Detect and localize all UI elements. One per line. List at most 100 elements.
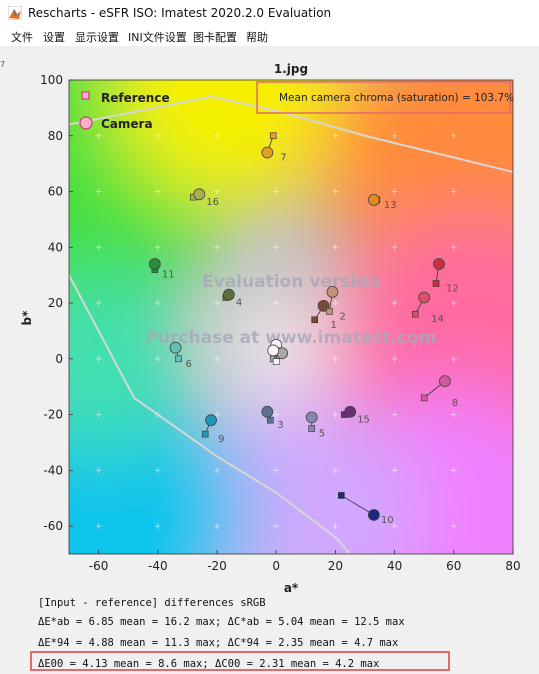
axis-ticks: -60 -40 -20 0 20 40 60 80 -60 -40 -20 0 20 40 60 80 100 xyxy=(40,73,521,573)
x-tick-label: -60 xyxy=(89,559,109,573)
legend-camera-label: Camera xyxy=(101,117,153,131)
patch-label: 9 xyxy=(218,434,224,445)
legend-reference-label: Reference xyxy=(101,91,170,105)
patch-point: 2 xyxy=(326,286,346,322)
camera-marker xyxy=(222,288,235,301)
patch-point xyxy=(267,344,280,365)
menu-help[interactable]: 帮助 xyxy=(246,31,268,44)
patch-point: 3 xyxy=(261,405,284,431)
grid-cross xyxy=(273,467,280,474)
patch-point: 15 xyxy=(340,405,370,426)
camera-marker xyxy=(439,375,451,388)
grid-cross xyxy=(450,300,457,307)
annotation-box xyxy=(256,81,511,114)
y-tick-label: -20 xyxy=(43,408,63,422)
camera-marker xyxy=(205,414,217,427)
patch-label: 5 xyxy=(319,429,325,440)
grid-cross xyxy=(391,467,398,474)
y-tick-label: -60 xyxy=(43,519,63,533)
grid-cross xyxy=(214,411,220,418)
grid-cross xyxy=(214,355,220,362)
reference-marker xyxy=(175,355,182,363)
reference-marker xyxy=(308,425,316,432)
patch-label: 7 xyxy=(280,152,286,163)
side-mark: 7 xyxy=(0,60,6,69)
patch-label: 11 xyxy=(162,270,175,281)
grid-cross xyxy=(95,467,102,474)
grid-cross xyxy=(95,244,102,251)
patch-label: 12 xyxy=(446,284,459,295)
ab-chart: Evaluation version Purchase at www.imate… xyxy=(20,62,521,595)
color-gradient-background xyxy=(69,80,513,554)
reference-marker xyxy=(420,394,428,402)
chroma-annotation: Mean camera chroma (saturation) = 103.7% xyxy=(279,92,514,104)
patch-label: 15 xyxy=(357,415,370,426)
patch-point: 12 xyxy=(432,258,459,295)
grid-cross xyxy=(450,244,457,251)
patch-label: 13 xyxy=(384,200,397,211)
x-tick-label: -40 xyxy=(148,559,168,573)
patch-connector xyxy=(341,495,375,516)
stats-header: [Input - reference] differences sRGB xyxy=(38,597,266,609)
legend-camera-marker xyxy=(79,116,93,130)
patch-point: 13 xyxy=(367,193,397,211)
menu-chart-config[interactable]: 图卡配置 xyxy=(193,31,237,44)
y-tick-label: 100 xyxy=(40,73,63,87)
grid-cross xyxy=(95,300,102,307)
grid-cross xyxy=(273,188,280,195)
gamut-boundary xyxy=(69,95,513,554)
camera-marker xyxy=(344,405,357,418)
y-axis-label: b* xyxy=(20,310,34,326)
grid-cross xyxy=(95,523,102,530)
y-tick-label: 20 xyxy=(48,296,63,310)
camera-marker xyxy=(433,258,445,270)
watermark-purchase: Purchase at www.imatest.com xyxy=(145,328,436,348)
patch-label: 16 xyxy=(206,197,219,208)
grid-cross xyxy=(273,523,280,530)
reference-marker xyxy=(311,316,318,324)
patch-label: 3 xyxy=(277,420,283,431)
menu-display-settings[interactable]: 显示设置 xyxy=(75,31,119,44)
reference-marker xyxy=(432,280,440,287)
grid-cross xyxy=(95,355,102,362)
stats-line-00: ΔE00 = 4.13 mean = 8.6 max; ΔC00 = 2.31 … xyxy=(38,658,380,670)
grid-crosses xyxy=(95,132,457,530)
menu-file[interactable]: 文件 xyxy=(11,31,33,44)
grid-cross xyxy=(391,300,398,307)
menu-settings[interactable]: 设置 xyxy=(43,31,65,44)
reference-marker xyxy=(338,492,345,499)
patch-label: 8 xyxy=(452,398,458,409)
grid-cross xyxy=(154,132,161,139)
grid-cross xyxy=(214,188,220,195)
grid-cross xyxy=(450,355,457,362)
grid-cross xyxy=(391,411,398,418)
grid-cross xyxy=(332,355,339,362)
camera-marker xyxy=(267,344,280,357)
menu-ini-settings[interactable]: INI文件设置 xyxy=(128,31,187,44)
title-bar: Rescharts - eSFR ISO: Imatest 2020.2.0 E… xyxy=(0,0,539,26)
reference-marker xyxy=(412,310,419,318)
patch-label: 14 xyxy=(431,314,444,325)
grid-cross xyxy=(154,467,161,474)
gamut-boundary-upper xyxy=(69,95,513,173)
grid-cross xyxy=(273,244,280,251)
y-tick-label: 40 xyxy=(48,240,63,254)
grid-cross xyxy=(214,523,220,530)
grid-cross xyxy=(214,132,220,139)
x-tick-label: 40 xyxy=(387,559,402,573)
window-title: Rescharts - eSFR ISO: Imatest 2020.2.0 E… xyxy=(28,6,332,20)
grid-cross xyxy=(273,411,280,418)
y-tick-label: 0 xyxy=(55,352,63,366)
y-tick-label: -40 xyxy=(43,463,63,477)
camera-marker xyxy=(367,193,380,206)
patch-point: 8 xyxy=(420,375,458,409)
grid-cross xyxy=(391,355,398,362)
camera-marker xyxy=(367,509,380,521)
camera-marker xyxy=(261,146,274,159)
menu-bar: 文件 设置 显示设置 INI文件设置 图卡配置 帮助 xyxy=(0,26,539,46)
grid-cross xyxy=(95,132,102,139)
camera-marker xyxy=(193,188,206,201)
patch-label: 6 xyxy=(186,359,192,370)
grid-cross xyxy=(214,300,220,307)
grid-cross xyxy=(450,523,457,530)
